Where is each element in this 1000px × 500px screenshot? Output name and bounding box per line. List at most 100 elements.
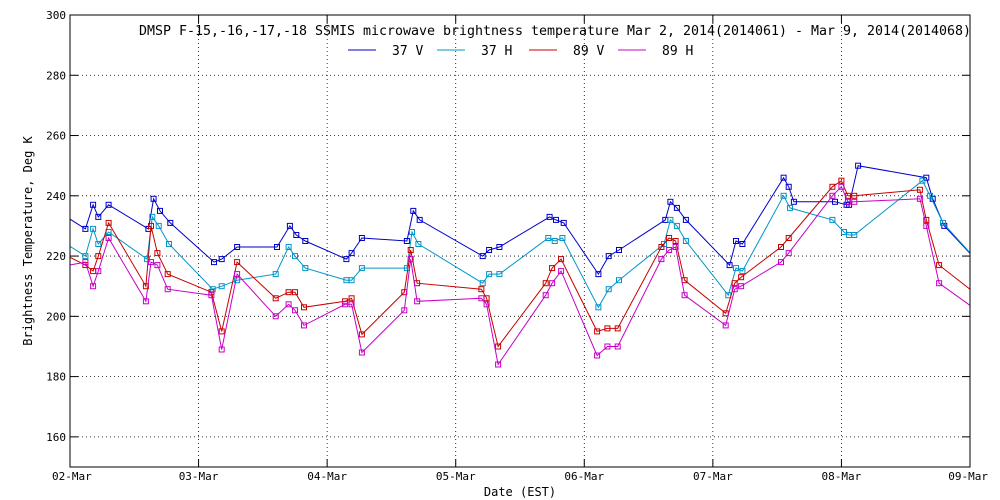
data-point-37h: [545, 235, 552, 241]
data-point-37h: [155, 222, 162, 229]
data-point-37h: [486, 271, 493, 278]
data-point-37h: [272, 271, 279, 278]
series-line-37h: [70, 179, 970, 309]
data-point-37h: [733, 265, 739, 272]
data-point-89h: [414, 298, 421, 305]
data-point-89v: [936, 262, 943, 269]
data-point-89v: [35, 239, 40, 244]
data-point-89h: [142, 298, 149, 305]
data-point-89h: [604, 343, 611, 350]
data-point-89v: [738, 274, 745, 281]
data-point-37v: [667, 198, 674, 205]
data-point-89v: [658, 244, 665, 250]
x-tick-label: 07-Mar: [693, 470, 733, 483]
data-point-89h: [558, 268, 565, 275]
data-point-37v: [343, 256, 350, 263]
data-point-89h: [105, 235, 112, 241]
data-point-37v: [167, 219, 174, 226]
data-point-37v: [987, 272, 992, 277]
data-point-37v: [410, 207, 417, 214]
data-point-37v: [234, 244, 241, 250]
data-point-37v: [274, 244, 280, 250]
data-point-89h: [731, 286, 738, 293]
data-point-89h: [234, 271, 241, 278]
data-point-37v: [733, 238, 739, 244]
data-point-37h: [851, 232, 858, 238]
x-tick-label: 06-Mar: [564, 470, 604, 483]
data-point-37h: [682, 238, 689, 244]
legend-label-89h: 89 H: [662, 44, 693, 59]
data-point-89v: [923, 216, 930, 223]
data-point-37h: [987, 272, 992, 277]
data-point-37h: [616, 277, 622, 284]
data-point-89v: [95, 253, 102, 260]
data-point-89v: [348, 295, 355, 302]
data-point-89v: [164, 271, 171, 278]
data-point-89h: [495, 361, 502, 368]
data-point-89v: [731, 280, 738, 287]
data-point-89v: [558, 256, 565, 263]
data-point-89v: [292, 289, 298, 296]
data-point-37v: [416, 216, 423, 223]
data-point-89h: [348, 301, 355, 308]
data-point-37h: [90, 225, 97, 232]
data-point-89h: [923, 222, 930, 229]
data-point-37h: [285, 244, 292, 250]
y-tick-label: 220: [46, 250, 66, 263]
data-point-37v: [560, 219, 567, 226]
data-point-37v: [348, 250, 355, 257]
data-point-37v: [150, 195, 157, 202]
data-point-89v: [148, 222, 154, 229]
data-point-89h: [681, 292, 688, 299]
data-point-37h: [739, 268, 746, 275]
data-point-89h: [844, 198, 851, 205]
data-point-37v: [486, 247, 493, 253]
data-point-89v: [495, 343, 502, 350]
data-point-89v: [785, 235, 792, 241]
series-layer: [35, 162, 992, 368]
data-point-37h: [605, 286, 612, 293]
data-point-37h: [496, 271, 503, 278]
data-point-37v: [286, 222, 293, 229]
data-point-37v: [358, 235, 365, 241]
data-point-37v: [682, 216, 689, 223]
data-point-37h: [667, 216, 674, 223]
data-point-37h: [82, 253, 89, 260]
data-point-89v: [478, 286, 485, 293]
data-point-89v: [407, 247, 414, 253]
y-tick-label: 260: [46, 130, 66, 143]
data-point-89h: [542, 292, 549, 299]
series-37h: [70, 177, 992, 311]
y-tick-label: 240: [46, 190, 66, 203]
chart-title: DMSP F-15,-16,-17,-18 SSMIS microwave br…: [139, 24, 971, 39]
data-point-37v: [855, 162, 862, 169]
series-line-89h: [70, 185, 970, 366]
data-point-89v: [105, 219, 112, 226]
data-point-37v: [95, 213, 102, 220]
data-point-37h: [787, 204, 793, 211]
data-point-37h: [149, 213, 156, 220]
data-point-89v: [778, 244, 784, 250]
data-point-89v: [916, 186, 923, 193]
data-point-89h: [614, 343, 621, 350]
data-point-37h: [95, 241, 102, 247]
data-point-37h: [348, 277, 355, 284]
data-point-89h: [838, 183, 845, 190]
x-tick-label: 02-Mar: [52, 470, 92, 483]
data-point-37h: [595, 304, 602, 311]
data-point-37h: [218, 283, 225, 290]
data-point-89h: [722, 322, 729, 329]
series-line-37v: [70, 165, 970, 276]
data-point-37v: [790, 198, 797, 205]
data-point-89h: [916, 195, 923, 202]
data-point-89h: [148, 259, 154, 266]
series-line-89v: [70, 179, 970, 348]
series-89h: [70, 183, 970, 368]
data-point-37v: [82, 225, 89, 232]
series-37v: [70, 162, 992, 278]
data-point-37h: [551, 238, 558, 244]
data-point-89v: [285, 289, 292, 296]
data-point-89v: [542, 280, 549, 287]
y-tick-label: 160: [46, 431, 66, 444]
